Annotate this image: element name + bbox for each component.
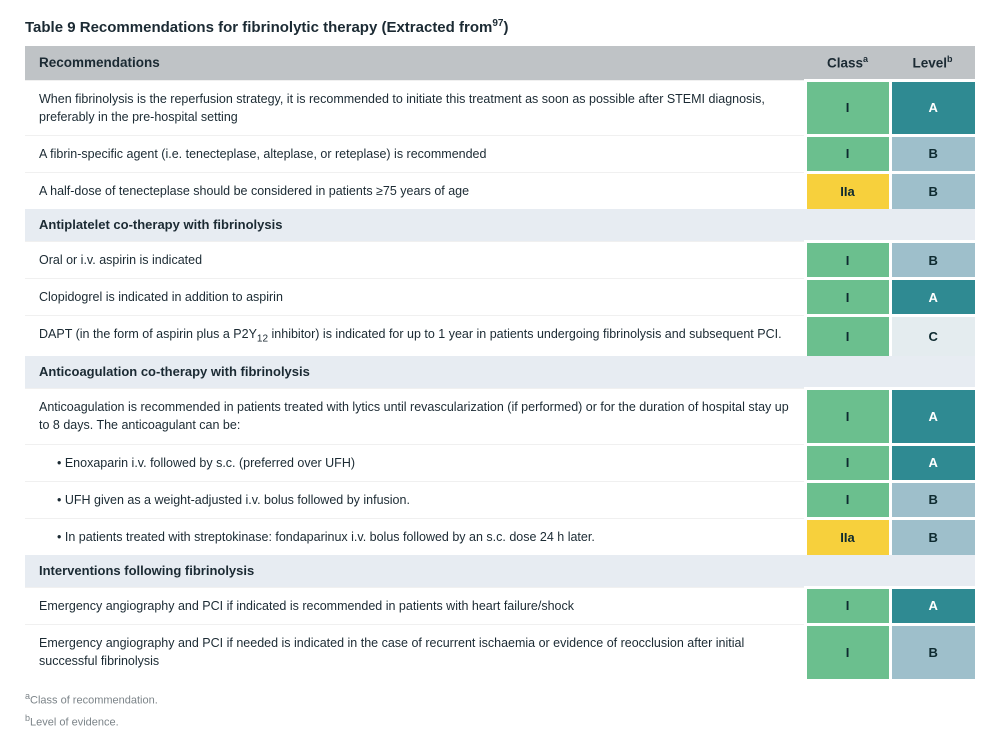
table-row: DAPT (in the form of aspirin plus a P2Y1… xyxy=(25,316,975,357)
class-chip: I xyxy=(805,587,890,624)
level-chip: A xyxy=(890,279,975,316)
recommendation-text: When fibrinolysis is the reperfusion str… xyxy=(25,80,805,135)
level-chip: A xyxy=(890,389,975,444)
table-row: • Enoxaparin i.v. followed by s.c. (pref… xyxy=(25,444,975,481)
header-row: Recommendations Classa Levelb xyxy=(25,46,975,80)
recommendations-table: Recommendations Classa Levelb When fibri… xyxy=(25,46,975,679)
class-chip: IIa xyxy=(805,172,890,209)
footnote: aClass of recommendation. xyxy=(25,689,975,710)
table-row: Emergency angiography and PCI if needed … xyxy=(25,625,975,680)
section-label: Antiplatelet co-therapy with fibrinolysi… xyxy=(25,209,975,242)
recommendation-text: A fibrin-specific agent (i.e. tenectepla… xyxy=(25,135,805,172)
class-chip: IIa xyxy=(805,518,890,555)
section-row: Interventions following fibrinolysis xyxy=(25,555,975,588)
section-label: Anticoagulation co-therapy with fibrinol… xyxy=(25,356,975,389)
recommendation-text: Emergency angiography and PCI if indicat… xyxy=(25,587,805,624)
header-recommendations: Recommendations xyxy=(25,46,805,80)
header-level: Levelb xyxy=(890,46,975,80)
footnotes: aClass of recommendation.bLevel of evide… xyxy=(25,689,975,732)
class-chip: I xyxy=(805,444,890,481)
table-row: Emergency angiography and PCI if indicat… xyxy=(25,587,975,624)
table-row: Clopidogrel is indicated in addition to … xyxy=(25,279,975,316)
section-row: Antiplatelet co-therapy with fibrinolysi… xyxy=(25,209,975,242)
recommendation-text: Oral or i.v. aspirin is indicated xyxy=(25,242,805,279)
table-row: A fibrin-specific agent (i.e. tenectepla… xyxy=(25,135,975,172)
table-row: • In patients treated with streptokinase… xyxy=(25,518,975,555)
header-class: Classa xyxy=(805,46,890,80)
level-chip: A xyxy=(890,80,975,135)
level-chip: B xyxy=(890,135,975,172)
footnote: bLevel of evidence. xyxy=(25,711,975,732)
level-chip: B xyxy=(890,518,975,555)
table-title: Table 9 Recommendations for fibrinolytic… xyxy=(25,18,975,36)
table-row: Anticoagulation is recommended in patien… xyxy=(25,389,975,444)
level-chip: C xyxy=(890,316,975,357)
table-row: When fibrinolysis is the reperfusion str… xyxy=(25,80,975,135)
recommendation-text: • In patients treated with streptokinase… xyxy=(25,518,805,555)
class-chip: I xyxy=(805,242,890,279)
level-chip: A xyxy=(890,444,975,481)
class-chip: I xyxy=(805,481,890,518)
class-chip: I xyxy=(805,279,890,316)
level-chip: A xyxy=(890,587,975,624)
title-ref: 97 xyxy=(492,18,503,29)
level-chip: B xyxy=(890,172,975,209)
section-row: Anticoagulation co-therapy with fibrinol… xyxy=(25,356,975,389)
recommendation-text: • UFH given as a weight-adjusted i.v. bo… xyxy=(25,481,805,518)
class-chip: I xyxy=(805,80,890,135)
recommendation-text: • Enoxaparin i.v. followed by s.c. (pref… xyxy=(25,444,805,481)
table-row: A half-dose of tenecteplase should be co… xyxy=(25,172,975,209)
level-chip: B xyxy=(890,481,975,518)
class-chip: I xyxy=(805,625,890,680)
recommendation-text: Anticoagulation is recommended in patien… xyxy=(25,389,805,444)
class-chip: I xyxy=(805,389,890,444)
recommendation-text: Emergency angiography and PCI if needed … xyxy=(25,625,805,680)
class-chip: I xyxy=(805,135,890,172)
recommendation-text: A half-dose of tenecteplase should be co… xyxy=(25,172,805,209)
title-suffix: ) xyxy=(503,19,508,36)
class-chip: I xyxy=(805,316,890,357)
level-chip: B xyxy=(890,625,975,680)
section-label: Interventions following fibrinolysis xyxy=(25,555,975,588)
title-prefix: Table 9 Recommendations for fibrinolytic… xyxy=(25,19,492,36)
table-row: Oral or i.v. aspirin is indicatedIB xyxy=(25,242,975,279)
recommendation-text: DAPT (in the form of aspirin plus a P2Y1… xyxy=(25,316,805,357)
table-row: • UFH given as a weight-adjusted i.v. bo… xyxy=(25,481,975,518)
recommendation-text: Clopidogrel is indicated in addition to … xyxy=(25,279,805,316)
level-chip: B xyxy=(890,242,975,279)
